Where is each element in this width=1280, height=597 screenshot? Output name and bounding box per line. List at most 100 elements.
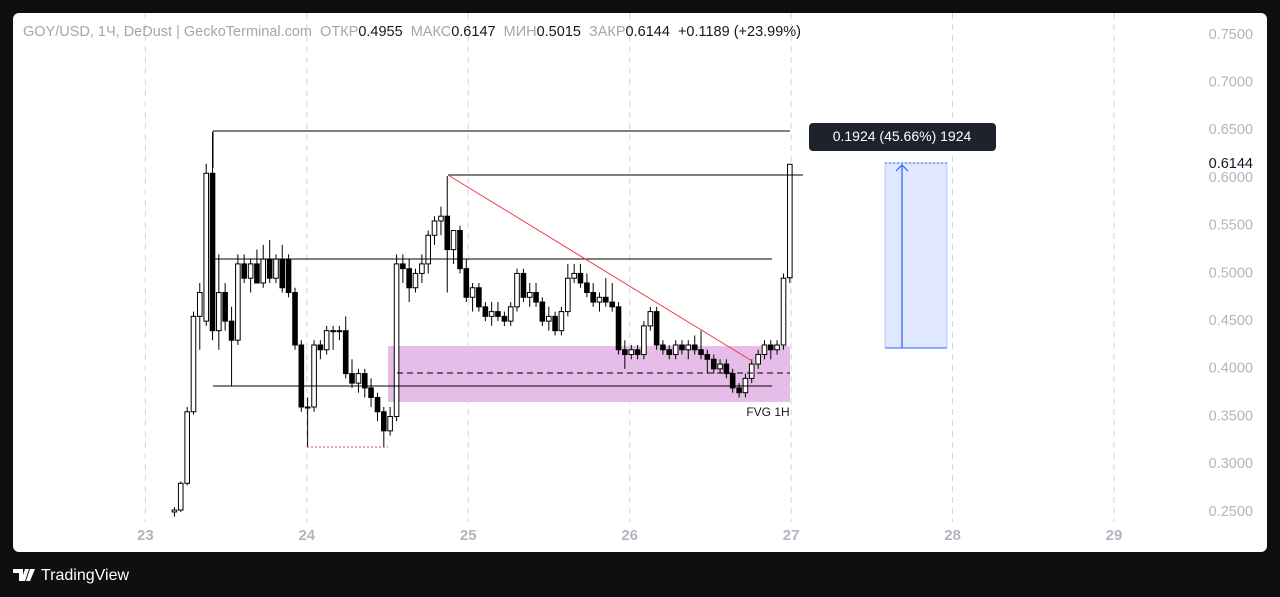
- candle-body: [387, 416, 393, 432]
- candle-body: [419, 263, 425, 274]
- candle-body: [241, 263, 247, 279]
- x-tick-label: 27: [783, 527, 800, 544]
- candle-body: [666, 349, 673, 356]
- candle-body: [400, 263, 406, 270]
- candle-body: [336, 330, 343, 333]
- candle-body: [628, 349, 635, 356]
- candle-body: [641, 325, 647, 356]
- candle-body: [381, 411, 387, 432]
- candle-body: [222, 292, 228, 322]
- candle-body: [177, 482, 184, 511]
- candle-body: [704, 354, 711, 360]
- candle-body: [342, 330, 349, 375]
- y-tick-label: 0.3500: [1209, 408, 1253, 424]
- change-value: +0.1189 (+23.99%): [678, 24, 801, 40]
- candle-body: [710, 358, 717, 370]
- y-tick-label: 0.5000: [1209, 265, 1253, 281]
- candle-body: [412, 272, 419, 289]
- candle-body: [545, 315, 552, 322]
- candle-body: [349, 373, 355, 384]
- candle-body: [476, 287, 482, 308]
- y-tick-label: 0.6000: [1209, 170, 1253, 186]
- candle-body: [571, 272, 577, 279]
- candle-body: [558, 311, 565, 332]
- y-tick-label: 0.7000: [1209, 74, 1253, 90]
- candle-body: [216, 292, 222, 332]
- close-label: ЗАКР: [589, 24, 626, 40]
- candle-body: [495, 311, 501, 317]
- candle-body: [323, 330, 330, 351]
- candle-body: [691, 344, 698, 351]
- candle-body: [729, 373, 736, 389]
- x-tick-label: 24: [298, 527, 315, 544]
- measure-tooltip: [809, 123, 996, 151]
- fvg-zone: [388, 346, 790, 402]
- candle-body: [393, 263, 400, 418]
- candle-body: [748, 363, 755, 379]
- candle-body: [203, 172, 210, 322]
- low-label: МИН: [504, 24, 537, 40]
- candle-body: [488, 311, 495, 317]
- x-tick-label: 29: [1106, 527, 1123, 544]
- candle-body: [311, 344, 317, 408]
- candle-body: [463, 268, 470, 298]
- y-tick-label: 0.6500: [1209, 122, 1253, 138]
- candle-body: [552, 315, 558, 332]
- close-value: 0.6144: [626, 24, 670, 40]
- candle-body: [304, 406, 311, 409]
- candle-body: [247, 263, 254, 279]
- candle-body: [469, 287, 476, 298]
- candle-body: [767, 344, 774, 351]
- candle-body: [368, 387, 374, 398]
- brand-name: TradingView: [41, 567, 129, 584]
- candle-body: [190, 315, 197, 413]
- high-value: 0.6147: [451, 24, 495, 40]
- high-label: МАКС: [411, 24, 452, 40]
- candle-body: [228, 320, 235, 341]
- candle-body: [634, 349, 641, 356]
- candle-body: [273, 258, 279, 279]
- low-value: 0.5015: [537, 24, 581, 40]
- candle-body: [615, 306, 622, 351]
- candle-body: [285, 258, 292, 294]
- trend-line: [447, 174, 753, 362]
- axes: 0.2500 0.3000 0.3500 0.4000 0.4500 0.5000 0.55…: [137, 27, 1253, 544]
- candle-body: [755, 354, 761, 365]
- symbol: GOY/USD, 1Ч, DeDust | GeckoTerminal.com: [23, 24, 312, 40]
- candle-body: [622, 349, 628, 356]
- y-tick-label: 0.7500: [1209, 27, 1253, 43]
- candle-body: [672, 344, 679, 356]
- candle-body: [787, 163, 793, 279]
- candle-body: [653, 311, 660, 346]
- y-tick-label: 0.3000: [1209, 456, 1253, 472]
- candle-body: [679, 344, 685, 351]
- candle-body: [330, 330, 336, 333]
- candle-body: [431, 220, 438, 236]
- candle-body: [196, 292, 203, 317]
- candle-body: [235, 263, 241, 341]
- candle-body: [596, 296, 603, 303]
- candle-body: [647, 311, 654, 327]
- candle-body: [444, 215, 451, 251]
- brand-logo: [13, 569, 35, 581]
- candle-body: [736, 387, 742, 394]
- y-tick-label: 0.5500: [1209, 218, 1253, 234]
- candle-body: [533, 292, 539, 303]
- candle-body: [660, 344, 666, 351]
- ohlc-header: GOY/USD, 1Ч, DeDust | GeckoTerminal.com …: [23, 24, 801, 40]
- x-tick-label: 23: [137, 527, 154, 544]
- drawings: [212, 130, 947, 448]
- candle-body: [520, 272, 527, 298]
- brand: TradingView: [13, 567, 129, 584]
- candle-body: [577, 272, 584, 284]
- candle-body: [260, 258, 267, 284]
- measure-arrowhead: [895, 164, 909, 172]
- candle-body: [774, 344, 780, 351]
- chart-panel: [13, 13, 1267, 552]
- candle-body: [565, 277, 571, 313]
- candle-body: [761, 344, 768, 356]
- y-tick-label: 0.2500: [1209, 504, 1253, 520]
- candle-body: [584, 282, 590, 294]
- candle-body: [723, 363, 730, 375]
